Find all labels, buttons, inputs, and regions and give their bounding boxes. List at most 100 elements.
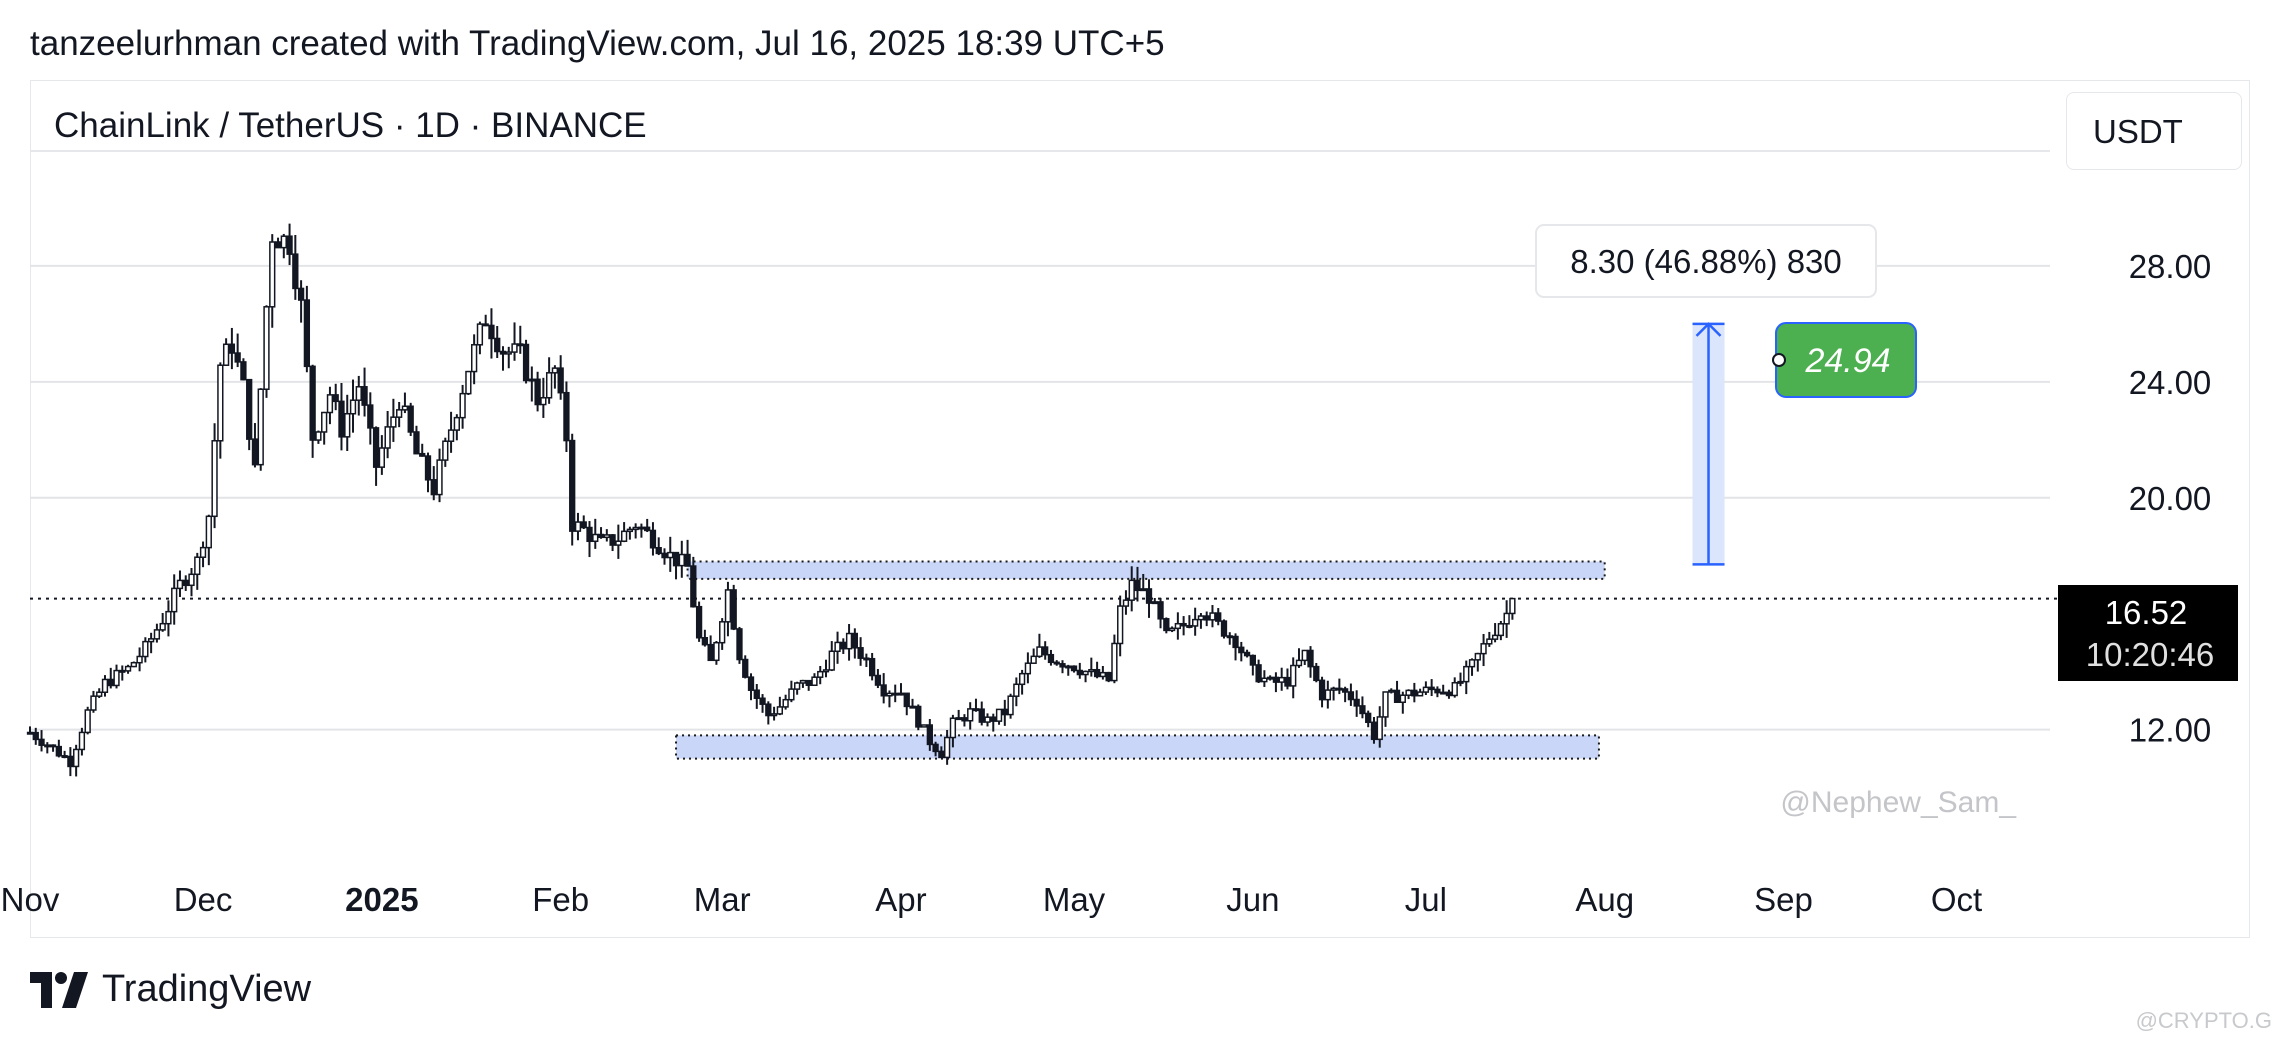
candle-body xyxy=(915,705,922,728)
x-tick-label: Apr xyxy=(875,881,926,918)
candle-body xyxy=(1024,662,1032,675)
candle-body xyxy=(1370,721,1378,741)
candle-body xyxy=(557,367,564,394)
candle-body xyxy=(292,253,299,290)
symbol-title[interactable]: ChainLink / TetherUS · 1D · BINANCE xyxy=(54,106,647,145)
x-tick-label: Mar xyxy=(694,881,751,918)
candle-body xyxy=(130,661,137,668)
x-tick-label: Oct xyxy=(1931,881,1982,918)
candle-body xyxy=(736,628,743,661)
candle-body xyxy=(159,622,166,631)
candle-body xyxy=(419,452,426,457)
candle-body xyxy=(632,526,639,531)
candle-body xyxy=(107,678,114,687)
candle-body xyxy=(84,709,91,734)
candle-body xyxy=(615,540,622,546)
current-price-box xyxy=(2058,585,2238,681)
candle-body xyxy=(753,689,760,699)
x-tick-label: 2025 xyxy=(345,881,418,918)
candle-body xyxy=(407,405,414,433)
candle-body xyxy=(678,553,685,567)
author-watermark: @Nephew_Sam_ xyxy=(1780,786,2017,819)
candle-body xyxy=(563,391,570,442)
candle-body xyxy=(759,697,766,705)
candle-body xyxy=(822,669,830,673)
candle-body xyxy=(1099,671,1107,678)
measure-arrow-head xyxy=(1695,322,1722,337)
candle-body xyxy=(274,241,282,249)
candle-body xyxy=(788,688,795,701)
candle-body xyxy=(1053,661,1060,665)
candle-body xyxy=(1209,612,1216,621)
candle-body xyxy=(1111,642,1118,682)
candle-body xyxy=(90,695,97,711)
candle-body xyxy=(153,629,161,640)
candle-body xyxy=(1059,663,1066,668)
candle-body xyxy=(286,235,293,255)
chart-frame xyxy=(30,80,2250,938)
candle-body xyxy=(892,692,899,696)
candle-body xyxy=(1042,646,1049,656)
candle-body xyxy=(713,641,720,662)
candle-body xyxy=(1324,689,1331,701)
candle-body xyxy=(217,364,224,442)
candle-body xyxy=(984,716,991,723)
candle-body xyxy=(240,361,247,381)
candle-body xyxy=(1301,649,1308,662)
candle-body xyxy=(834,641,841,653)
candle-body xyxy=(1243,651,1251,657)
candle-body xyxy=(1093,668,1101,678)
y-tick-label: 28.00 xyxy=(2129,248,2212,285)
footer-brand[interactable]: TradingView xyxy=(30,968,311,1011)
candle-body xyxy=(967,708,974,722)
candle-body xyxy=(1105,671,1112,682)
candle-body xyxy=(1388,689,1395,693)
candle-body xyxy=(580,521,587,529)
candle-body xyxy=(171,587,178,613)
candle-body xyxy=(465,370,472,395)
candle-body xyxy=(1001,708,1008,716)
candle-body xyxy=(1491,634,1499,640)
candle-body xyxy=(1480,643,1487,655)
currency-selector[interactable]: USDT xyxy=(2066,92,2242,170)
candle-body xyxy=(1405,689,1412,696)
candle-body xyxy=(326,394,334,414)
candle-body xyxy=(1399,694,1406,704)
candle-body xyxy=(943,736,951,759)
candle-body xyxy=(1238,646,1245,654)
candle-body xyxy=(297,287,305,301)
candle-body xyxy=(782,698,789,708)
candle-body xyxy=(776,706,784,715)
candle-body xyxy=(909,705,916,709)
candle-body xyxy=(1249,654,1256,666)
candle-body xyxy=(765,703,772,717)
candle-body xyxy=(840,641,847,650)
candle-body xyxy=(222,343,230,366)
candle-body xyxy=(644,526,651,532)
candle-body xyxy=(1036,646,1043,658)
candle-body xyxy=(863,657,870,661)
candle-body xyxy=(1047,653,1055,664)
measure-label: 8.30 (46.88%) 830 xyxy=(1570,243,1842,280)
candle-body xyxy=(684,553,691,567)
candle-body xyxy=(442,440,449,461)
candle-body xyxy=(545,372,553,399)
x-tick-label: Dec xyxy=(174,881,233,918)
candle-body xyxy=(257,388,264,466)
candle-body xyxy=(1457,680,1464,684)
candle-body xyxy=(96,691,103,697)
candle-body xyxy=(511,343,518,353)
candle-body xyxy=(1451,682,1458,697)
candle-body xyxy=(620,530,628,542)
candle-body xyxy=(101,678,109,694)
y-tick-label: 20.00 xyxy=(2129,480,2212,517)
candle-body xyxy=(667,551,674,559)
candle-body xyxy=(701,637,709,646)
candle-body xyxy=(926,724,933,746)
candle-body xyxy=(747,676,755,691)
candle-body xyxy=(949,717,957,739)
candle-body xyxy=(903,692,910,708)
candle-body xyxy=(26,731,34,735)
candle-body xyxy=(194,556,201,576)
